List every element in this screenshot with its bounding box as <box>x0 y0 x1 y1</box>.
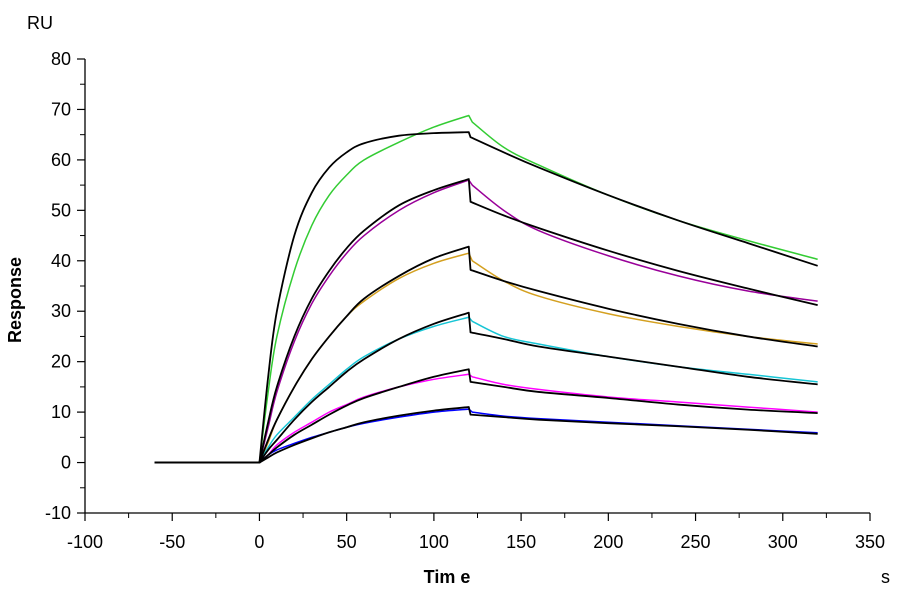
curves <box>154 114 818 464</box>
y-tick-label: -10 <box>45 503 71 523</box>
fit-curve-6 <box>154 131 818 464</box>
sensorgram-curve-3 <box>154 316 818 464</box>
sensorgram-curve-5 <box>154 408 818 464</box>
x-axis-title: Tim e <box>424 567 471 587</box>
y-tick-label: 80 <box>51 49 71 69</box>
y-tick-label: 0 <box>61 453 71 473</box>
sensorgram-curve-4 <box>154 373 818 464</box>
y-tick-label: 10 <box>51 402 71 422</box>
fit-curve-10 <box>154 368 818 464</box>
sensorgram-curve-0 <box>154 114 818 464</box>
x-tick-label: 50 <box>337 532 357 552</box>
y-axis-title: Response <box>5 257 25 343</box>
y-tick-label: 30 <box>51 301 71 321</box>
x-unit-label: s <box>881 567 890 587</box>
y-tick-label: 70 <box>51 99 71 119</box>
x-tick-label: 0 <box>254 532 264 552</box>
fit-curve-11 <box>154 406 818 464</box>
axes: -100 -50 0 50 100 150 200 250 300 350-10010203040… <box>45 49 885 552</box>
fit-curve-7 <box>154 178 818 464</box>
x-tick-label: -50 <box>159 532 185 552</box>
x-tick-label: 100 <box>419 532 449 552</box>
y-tick-label: 60 <box>51 150 71 170</box>
fit-curve-9 <box>154 311 818 464</box>
y-unit-label: RU <box>27 13 53 33</box>
x-tick-label: 200 <box>593 532 623 552</box>
x-tick-label: 250 <box>681 532 711 552</box>
y-tick-label: 20 <box>51 352 71 372</box>
fit-curve-8 <box>154 245 818 464</box>
x-tick-label: 150 <box>506 532 536 552</box>
x-tick-label: 350 <box>855 532 885 552</box>
y-tick-label: 40 <box>51 251 71 271</box>
x-tick-label: 300 <box>768 532 798 552</box>
y-tick-label: 50 <box>51 200 71 220</box>
sensorgram-curve-1 <box>154 179 818 464</box>
x-tick-label: -100 <box>67 532 103 552</box>
